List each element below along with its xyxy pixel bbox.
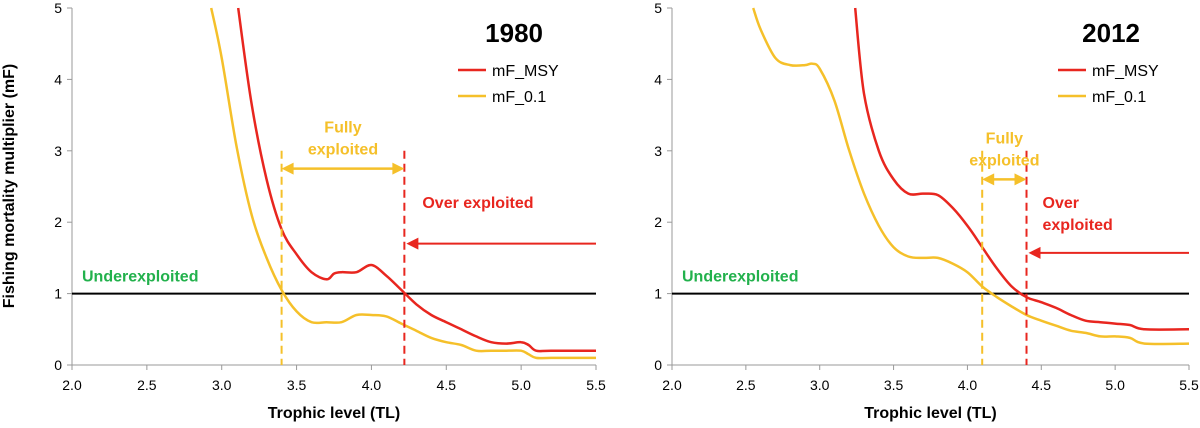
x-axis-label: Trophic level (TL) [864, 405, 996, 422]
y-tick-label: 1 [654, 286, 662, 302]
x-tick-label: 4.0 [958, 377, 978, 393]
fully-exploited-label: exploited [969, 152, 1039, 169]
over-exploited-label: Over [1043, 195, 1079, 212]
y-tick-label: 0 [654, 357, 662, 373]
y-tick-label: 4 [654, 71, 662, 87]
x-tick-label: 4.5 [437, 377, 457, 393]
x-tick-label: 2.5 [137, 377, 157, 393]
x-tick-label: 3.0 [810, 377, 830, 393]
arrow-head-left-icon [982, 173, 995, 186]
y-tick-label: 5 [54, 0, 62, 16]
underexploited-label: Underexploited [682, 269, 798, 286]
legend-label: mF_0.1 [492, 89, 546, 106]
legend-label: mF_MSY [1092, 63, 1159, 80]
legend-label: mF_MSY [492, 63, 559, 80]
arrow-head-left-icon [1028, 246, 1041, 259]
fully-exploited-label: exploited [308, 142, 378, 159]
x-tick-label: 2.0 [62, 377, 82, 393]
y-tick-label: 4 [54, 71, 62, 87]
x-axis-label: Trophic level (TL) [268, 405, 400, 422]
y-tick-label: 3 [54, 143, 62, 159]
x-tick-label: 5.5 [586, 377, 606, 393]
arrow-head-left-icon [281, 162, 294, 175]
chart-panel-1980: 0 1 2 3 4 5 2.0 2.5 3.0 3.5 4.0 4.5 5.0 5.5 Trophic le… [54, 0, 606, 422]
over-exploited-label: Over exploited [422, 195, 533, 212]
y-tick-label: 5 [654, 0, 662, 16]
series-line-mf-0-1 [209, 7, 596, 360]
arrow-head-left-icon [406, 237, 419, 250]
x-tick-label: 2.5 [736, 377, 756, 393]
y-tick-label: 0 [54, 357, 62, 373]
arrow-head-right-icon [392, 162, 405, 175]
x-tick-label: 3.0 [212, 377, 232, 393]
chart-title: 2012 [1082, 18, 1140, 48]
over-exploited-label: exploited [1043, 217, 1113, 234]
y-tick-label: 3 [654, 143, 662, 159]
arrow-head-right-icon [1014, 173, 1027, 186]
x-tick-label: 2.0 [662, 377, 682, 393]
x-tick-label: 5.0 [511, 377, 531, 393]
x-tick-label: 3.5 [287, 377, 307, 393]
series-line-mf-msy [853, 7, 1190, 331]
x-tick-label: 5.0 [1105, 377, 1125, 393]
y-tick-label: 1 [54, 286, 62, 302]
series-line-mf-msy [236, 7, 596, 353]
y-axis-label: Fishing mortality multiplier (mF) [1, 64, 18, 308]
fully-exploited-label: Fully [324, 120, 361, 137]
series-line-mf-0-1 [752, 7, 1190, 346]
chart-title: 1980 [485, 18, 543, 48]
y-tick-label: 2 [654, 214, 662, 230]
x-tick-label: 4.0 [362, 377, 382, 393]
x-tick-label: 3.5 [884, 377, 904, 393]
legend-label: mF_0.1 [1092, 89, 1146, 106]
x-tick-label: 5.5 [1179, 377, 1199, 393]
fully-exploited-label: Fully [986, 130, 1023, 147]
underexploited-label: Underexploited [82, 269, 198, 286]
x-tick-label: 4.5 [1032, 377, 1052, 393]
y-tick-label: 2 [54, 214, 62, 230]
chart-panel-2012: 0 1 2 3 4 5 2.0 2.5 3.0 3.5 4.0 4.5 5.0 5.5 Trophic le… [654, 0, 1199, 422]
